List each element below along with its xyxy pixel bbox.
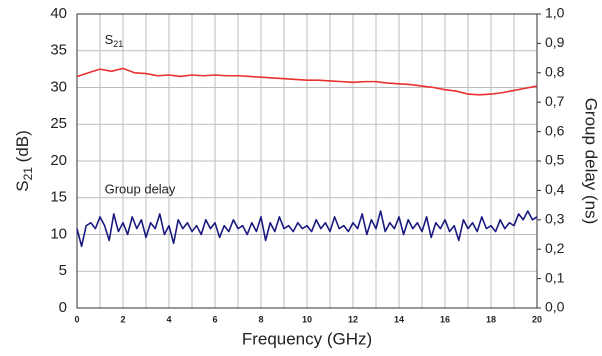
y-tick-label: 5 [59, 262, 67, 279]
y-tick-label: 25 [50, 115, 67, 132]
y2-tick-label: 0,9 [545, 34, 565, 50]
x-tick-label: 4 [166, 314, 171, 324]
y-tick-label: 20 [50, 152, 67, 169]
y2-tick-label: 0,8 [545, 64, 565, 80]
y2-tick-label: 0,5 [545, 152, 565, 168]
y2-tick-label: 0,3 [545, 211, 565, 227]
y2-tick-label: 0,6 [545, 122, 565, 138]
x-tick-label: 12 [348, 314, 358, 324]
series-line [76, 67, 538, 96]
series-label: Group delay [105, 182, 176, 197]
x-tick-label: 20 [532, 314, 542, 324]
y2-tick-label: 1,0 [545, 5, 565, 21]
series-label-name: S [105, 33, 114, 48]
x-tick-label: 2 [120, 314, 125, 324]
y-label-main: S [13, 180, 32, 191]
x-tick-label: 0 [74, 314, 79, 324]
y-label-sub: 21 [21, 167, 35, 181]
x-tick-label: 8 [258, 314, 263, 324]
y2-tick-label: 0,2 [545, 240, 565, 256]
series-line [76, 210, 538, 248]
y-tick-label: 30 [50, 78, 67, 95]
y-tick-label: 40 [50, 5, 67, 22]
y2-axis-label: Group delay (ns) [582, 98, 601, 225]
x-tick-label: 18 [486, 314, 496, 324]
series-label: S21 [105, 33, 124, 50]
x-tick-label: 16 [440, 314, 450, 324]
x-axis-label: Frequency (GHz) [242, 329, 372, 348]
y-tick-label: 0 [59, 299, 67, 316]
series-label-name: Group delay [105, 182, 176, 197]
series-label-sub: 21 [113, 40, 123, 50]
y2-tick-label: 0,0 [545, 299, 565, 315]
y-tick-label: 10 [50, 225, 67, 242]
x-tick-label: 10 [302, 314, 312, 324]
y2-tick-label: 0,1 [545, 269, 565, 285]
y-label-unit: (dB) [13, 130, 32, 167]
y-tick-label: 15 [50, 189, 67, 206]
x-tick-label: 14 [394, 314, 404, 324]
x-tick-label: 6 [212, 314, 217, 324]
y2-tick-label: 0,4 [545, 181, 565, 197]
y-tick-label: 35 [50, 42, 67, 59]
y2-tick-label: 0,7 [545, 93, 565, 109]
y-axis-label: S21 (dB) [13, 130, 35, 192]
